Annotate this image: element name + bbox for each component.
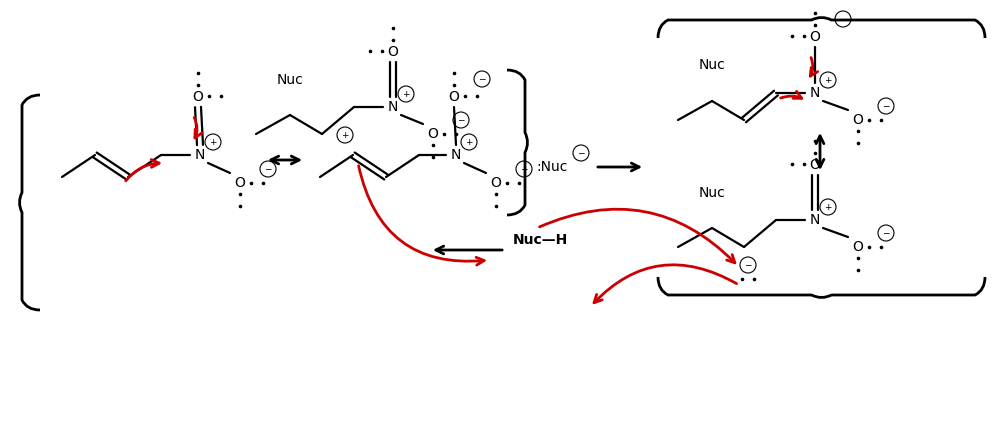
Text: N: N bbox=[810, 213, 820, 227]
Text: −: − bbox=[520, 164, 528, 173]
Text: −: − bbox=[264, 164, 272, 173]
Text: +: + bbox=[341, 130, 349, 139]
Text: Nuc—H: Nuc—H bbox=[512, 233, 568, 247]
Text: +: + bbox=[465, 138, 473, 147]
Text: O: O bbox=[388, 45, 398, 59]
Text: Nuc: Nuc bbox=[699, 58, 725, 72]
Text: N: N bbox=[810, 86, 820, 100]
Text: O: O bbox=[853, 113, 863, 127]
Text: −: − bbox=[839, 14, 847, 23]
Text: O: O bbox=[428, 127, 438, 141]
Text: N: N bbox=[451, 148, 461, 162]
Text: N: N bbox=[195, 148, 205, 162]
Text: Nuc: Nuc bbox=[277, 73, 303, 87]
Text: O: O bbox=[810, 158, 820, 172]
Text: O: O bbox=[491, 176, 501, 190]
Text: +: + bbox=[824, 76, 832, 85]
Text: −: − bbox=[457, 116, 465, 125]
Text: O: O bbox=[853, 240, 863, 254]
Text: :Nuc: :Nuc bbox=[536, 160, 568, 174]
Text: O: O bbox=[235, 176, 245, 190]
Text: +: + bbox=[824, 202, 832, 212]
Text: −: − bbox=[882, 102, 890, 111]
Text: −: − bbox=[577, 148, 585, 158]
Text: +: + bbox=[209, 138, 217, 147]
Text: Nuc: Nuc bbox=[699, 186, 725, 200]
Text: O: O bbox=[193, 90, 203, 104]
Text: O: O bbox=[449, 90, 459, 104]
Text: +: + bbox=[402, 90, 410, 99]
Text: −: − bbox=[478, 74, 486, 83]
Text: −: − bbox=[744, 261, 752, 269]
Text: O: O bbox=[810, 30, 820, 44]
Text: −: − bbox=[882, 229, 890, 238]
Text: N: N bbox=[388, 100, 398, 114]
